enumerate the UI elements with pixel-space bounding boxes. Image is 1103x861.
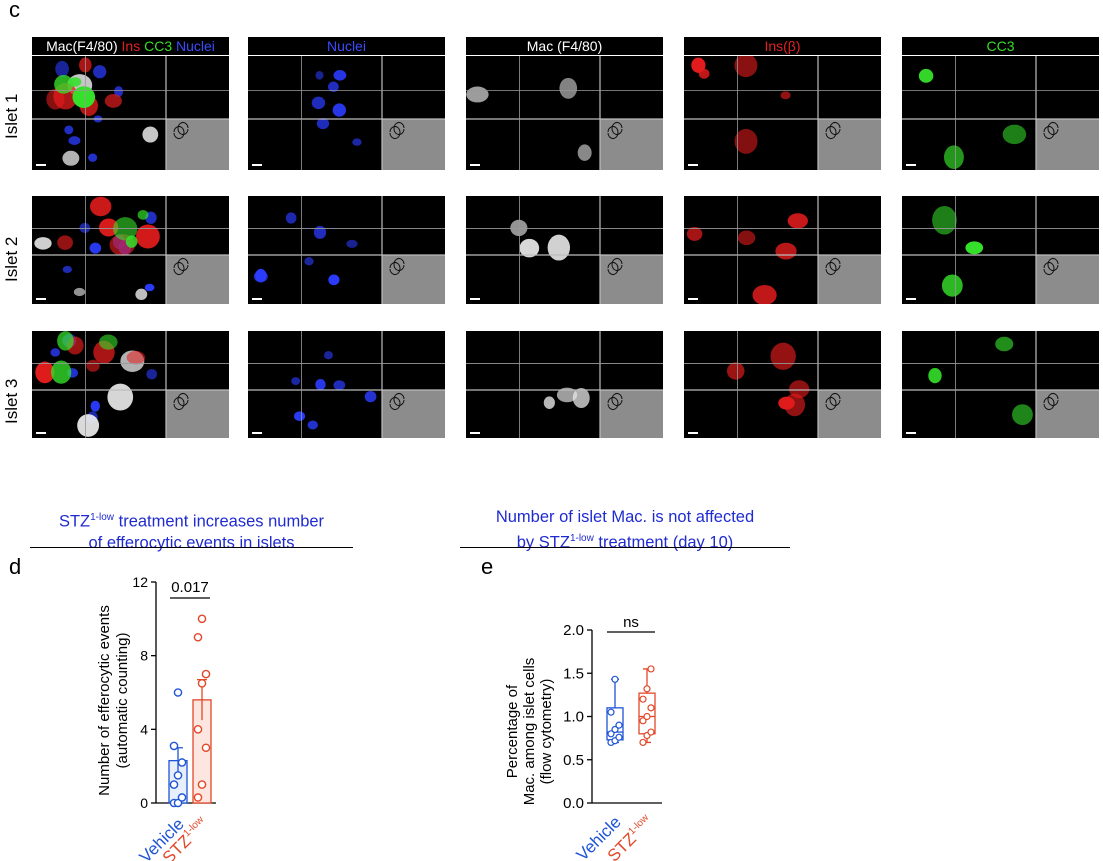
caption-d-line2: of efferocytic events in islets <box>88 533 295 552</box>
data-point <box>639 717 647 725</box>
micrograph-tile <box>248 196 445 304</box>
data-point <box>193 632 203 642</box>
caption-e-line2: by STZ1-low treatment (day 10) <box>516 533 734 552</box>
micrograph-tile <box>248 331 445 438</box>
row-label-islet-2: Islet 2 <box>2 236 21 282</box>
y-tick-label: 0.0 <box>563 795 584 812</box>
data-point <box>643 712 651 721</box>
y-tick-label: 1.5 <box>563 665 584 682</box>
column-header-cc3: CC3 <box>902 37 1099 55</box>
micrograph-tile <box>684 196 881 304</box>
header-nuclei-part: Nuclei <box>176 38 215 54</box>
data-point <box>615 721 623 729</box>
data-point <box>607 708 615 716</box>
micrograph-image <box>248 56 445 170</box>
header-ins-part: Ins <box>121 38 145 54</box>
data-point <box>197 614 207 624</box>
micrograph-tile <box>32 331 229 438</box>
micrograph-image <box>684 196 881 304</box>
caption-d-line1: STZ1-low treatment increases number <box>58 512 325 531</box>
micrograph-image <box>466 331 663 438</box>
row-label-islet-1: Islet 1 <box>2 93 21 139</box>
micrograph-image <box>466 56 663 170</box>
data-point <box>173 771 183 780</box>
micrograph-tile <box>684 331 881 438</box>
micrograph-image <box>32 196 229 304</box>
data-point <box>647 704 655 712</box>
micrograph-image <box>32 56 229 170</box>
micrograph-tile <box>248 56 445 170</box>
significance-label: 0.017 <box>171 579 209 596</box>
micrograph-tile <box>466 331 663 438</box>
micrograph-tile <box>902 56 1099 170</box>
data-point <box>193 793 203 802</box>
y-tick-label: 2.0 <box>563 622 584 639</box>
data-point <box>611 725 619 734</box>
micrograph-tile <box>684 56 881 170</box>
header-cc3-part: CC3 <box>144 38 177 54</box>
data-point <box>173 688 183 697</box>
data-point <box>607 730 615 738</box>
micrograph-tile <box>902 196 1099 304</box>
micrograph-image <box>902 196 1099 304</box>
micrograph-tile <box>902 331 1099 438</box>
micrograph-tile <box>466 56 663 170</box>
y-tick-label: 1.0 <box>563 709 584 726</box>
column-header-nuclei: Nuclei <box>248 37 445 55</box>
significance-label: ns <box>623 614 639 631</box>
data-point <box>169 741 179 751</box>
micrograph-image <box>902 331 1099 438</box>
micrograph-tile <box>466 196 663 304</box>
y-axis-label: Number of efferocytic events(automatic c… <box>96 605 131 796</box>
panel-letter-e: e <box>481 554 494 579</box>
micrograph-image <box>248 196 445 304</box>
y-tick-label: 0 <box>140 795 148 811</box>
panel-letter-c: c <box>9 0 20 22</box>
data-point <box>201 669 211 679</box>
micrograph-image <box>684 56 881 170</box>
y-axis-label: Percentage ofMac. among islet cells(flow… <box>504 658 555 806</box>
data-point <box>647 665 655 673</box>
column-header-merge: Mac(F4/80) Ins CC3 Nuclei <box>32 37 229 55</box>
chart-e-macrophage-percentage: 0.0 0.5 1.0 1.5 2.0 Percentage ofMac. among i… <box>504 614 662 861</box>
data-point <box>201 743 211 753</box>
data-point <box>197 678 207 688</box>
panel-letter-d: d <box>9 554 22 579</box>
column-header-mac: Mac (F4/80) <box>466 37 663 55</box>
micrograph-image <box>248 331 445 438</box>
data-point <box>177 793 187 802</box>
data-point <box>615 733 623 741</box>
caption-d-rule <box>30 547 353 548</box>
micrograph-image <box>902 56 1099 170</box>
y-tick-label: 8 <box>140 648 148 664</box>
y-tick-label: 4 <box>140 721 148 737</box>
header-mac-part: Mac(F4/80) <box>46 38 122 54</box>
micrograph-image <box>32 331 229 438</box>
row-label-islet-3: Islet 3 <box>2 378 21 424</box>
data-point <box>643 685 651 693</box>
micrograph-tile <box>32 56 229 170</box>
data-point <box>639 738 647 747</box>
data-point <box>177 758 187 767</box>
data-point <box>173 798 183 808</box>
y-tick-label: 12 <box>132 574 148 590</box>
data-point <box>639 695 647 703</box>
data-point <box>611 675 619 683</box>
data-point <box>169 780 179 789</box>
data-point <box>197 780 207 789</box>
micrograph-image <box>684 331 881 438</box>
data-point <box>193 725 203 734</box>
data-point <box>647 728 655 736</box>
micrograph-image <box>466 196 663 304</box>
y-tick-label: 0.5 <box>563 752 584 769</box>
micrograph-tile <box>32 196 229 304</box>
column-header-ins: Ins(β) <box>684 37 881 55</box>
caption-e-rule <box>460 547 790 548</box>
caption-e-line1: Number of islet Mac. is not affected <box>495 508 755 526</box>
